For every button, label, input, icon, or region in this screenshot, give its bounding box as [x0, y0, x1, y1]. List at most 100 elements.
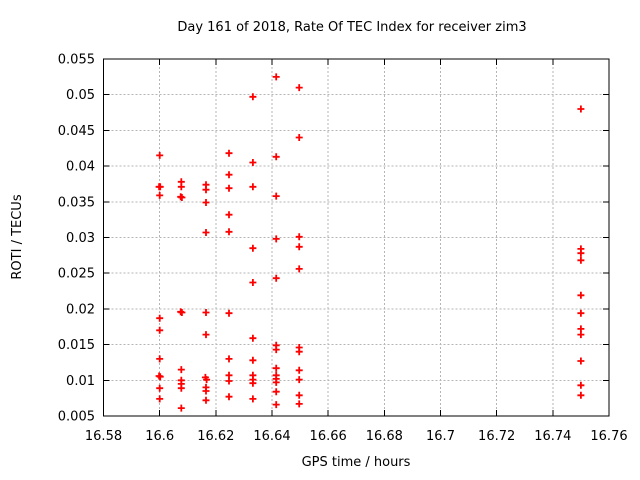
data-point [295, 376, 303, 384]
data-point [272, 346, 280, 354]
y-tick-label: 0.03 [66, 231, 95, 246]
data-point [225, 355, 233, 363]
data-point [225, 149, 233, 157]
data-point [178, 194, 186, 201]
data-point [202, 331, 210, 339]
data-point [577, 309, 585, 317]
data-point [577, 105, 585, 113]
x-tick-label: 16.72 [478, 429, 515, 444]
x-tick-label: 16.74 [534, 429, 571, 444]
data-point [272, 364, 280, 372]
data-point [249, 279, 257, 286]
data-point [577, 391, 585, 399]
data-point [203, 376, 211, 384]
data-point [156, 191, 164, 199]
data-point [177, 183, 185, 191]
y-tick-label: 0.045 [58, 124, 95, 139]
data-point [156, 373, 164, 381]
data-point [577, 331, 585, 339]
data-point [272, 192, 280, 200]
data-point [225, 211, 233, 219]
x-tick-label: 16.58 [85, 429, 122, 444]
data-point [156, 183, 164, 191]
data-point [295, 265, 303, 273]
data-point [272, 235, 280, 243]
data-point [577, 357, 585, 365]
data-point [249, 183, 257, 191]
y-tick-label: 0.05 [66, 88, 95, 103]
data-point [577, 249, 585, 257]
data-point [295, 348, 303, 356]
data-point [249, 93, 257, 101]
data-point [272, 153, 280, 161]
data-point [156, 384, 164, 392]
data-point [225, 171, 233, 179]
x-tick-label: 16.76 [590, 429, 627, 444]
data-point [202, 387, 210, 395]
data-point [272, 401, 280, 409]
x-tick-label: 16.66 [310, 429, 347, 444]
y-tick-label: 0.02 [66, 302, 95, 317]
data-point [295, 84, 303, 92]
data-point [177, 384, 185, 392]
data-point [202, 396, 210, 404]
data-point [295, 243, 303, 251]
y-tick-label: 0.005 [58, 410, 95, 425]
data-point [272, 388, 280, 396]
y-tick-label: 0.025 [58, 267, 95, 282]
data-point [156, 151, 164, 159]
data-point [156, 326, 164, 334]
y-axis-label: ROTI / TECUs [10, 194, 25, 279]
data-point [577, 291, 585, 299]
data-point [225, 184, 233, 192]
grid-lines [103, 58, 610, 417]
data-point [272, 378, 280, 386]
data-point [295, 391, 303, 399]
data-point [156, 395, 164, 403]
data-point [225, 228, 233, 236]
data-points [155, 73, 585, 412]
data-point [225, 309, 233, 317]
chart-title: Day 161 of 2018, Rate Of TEC Index for r… [177, 20, 526, 35]
axis-ticks [103, 58, 610, 417]
data-point [249, 334, 257, 342]
chart-layers: 16.58 16.6 16.62 16.64 16.66 16.68 16.7 16.72 16… [58, 53, 628, 445]
x-tick-label: 16.64 [253, 429, 290, 444]
x-tick-label: 16.7 [426, 429, 455, 444]
data-point [295, 366, 303, 374]
data-point [249, 244, 257, 252]
y-tick-labels: 0.005 0.01 0.015 0.02 0.025 0.03 0.035 0.04 0.04… [58, 53, 95, 425]
x-tick-labels: 16.58 16.6 16.62 16.64 16.66 16.68 16.7 16.72 16… [85, 429, 628, 444]
data-point [202, 309, 210, 316]
y-tick-label: 0.01 [66, 374, 95, 389]
x-axis-label: GPS time / hours [302, 455, 411, 470]
data-point [202, 229, 210, 236]
data-point [249, 159, 257, 166]
data-point [177, 366, 185, 374]
data-point [272, 73, 280, 81]
x-tick-label: 16.6 [145, 429, 174, 444]
x-tick-label: 16.62 [197, 429, 234, 444]
data-point [249, 356, 257, 364]
y-tick-label: 0.035 [58, 195, 95, 210]
data-point [177, 404, 185, 412]
data-point [178, 309, 186, 316]
data-point [225, 393, 233, 401]
data-point [295, 400, 303, 408]
data-point [249, 395, 257, 403]
data-point [249, 379, 257, 387]
data-point [577, 256, 585, 264]
x-tick-label: 16.68 [366, 429, 403, 444]
data-point [295, 134, 303, 141]
data-point [156, 314, 164, 322]
y-tick-label: 0.04 [66, 160, 95, 175]
y-tick-label: 0.055 [58, 53, 95, 68]
data-point [156, 355, 164, 363]
data-point [272, 274, 280, 282]
data-point [225, 377, 233, 385]
data-point [202, 186, 210, 194]
data-point [295, 233, 303, 241]
data-point [577, 381, 585, 389]
